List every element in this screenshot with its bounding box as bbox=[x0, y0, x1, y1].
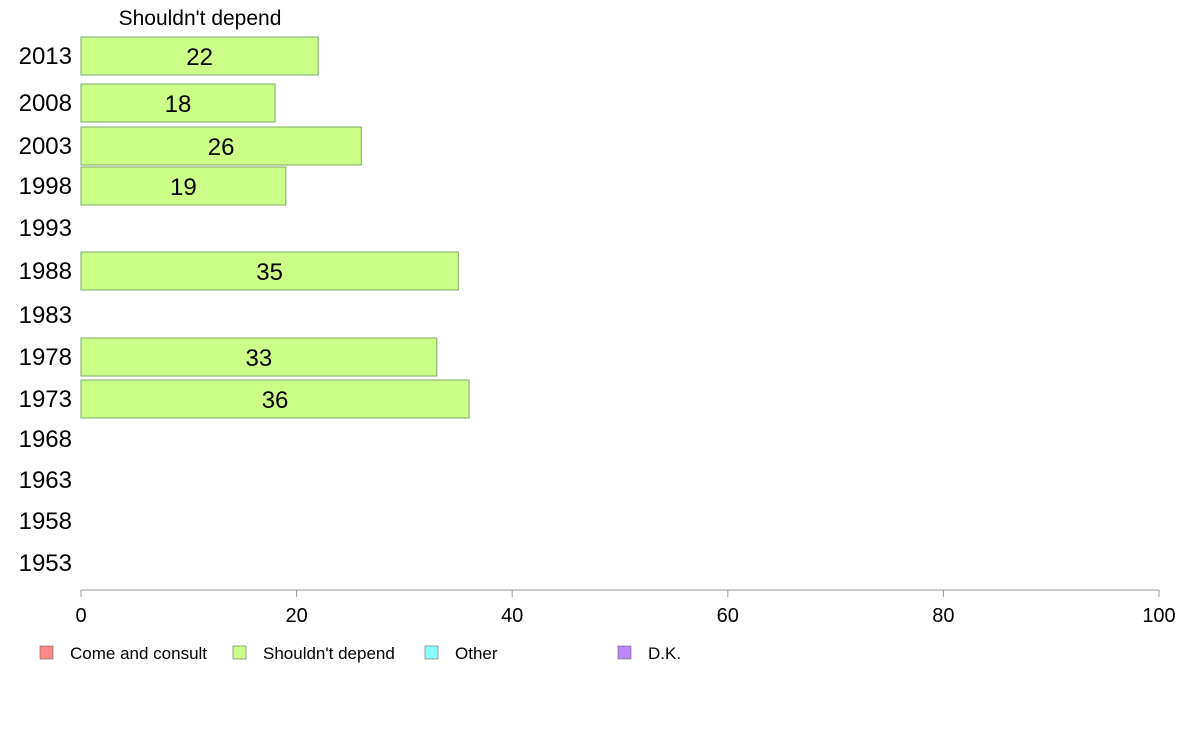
y-tick-label: 1973 bbox=[19, 386, 72, 413]
x-tick-label: 40 bbox=[501, 605, 523, 627]
bar bbox=[80, 166, 287, 206]
bar bbox=[80, 379, 470, 419]
x-axis: 0 20 40 60 80 100 bbox=[75, 589, 1176, 627]
bar-value-label: 36 bbox=[262, 387, 289, 414]
legend-swatch bbox=[232, 645, 247, 660]
y-tick-label: 2003 bbox=[19, 133, 72, 160]
bar bbox=[80, 251, 459, 291]
bar-value-label: 22 bbox=[186, 44, 213, 71]
y-tick-label: 1958 bbox=[19, 508, 72, 535]
bar bbox=[80, 83, 276, 123]
bar-value-label: 33 bbox=[246, 345, 273, 372]
y-tick-label: 2008 bbox=[19, 90, 72, 117]
y-tick-label: 1988 bbox=[19, 258, 72, 285]
y-tick-label: 1953 bbox=[19, 550, 72, 577]
bar-value-label: 26 bbox=[208, 134, 235, 161]
legend-swatch bbox=[39, 645, 54, 660]
bars-group: 22 18 26 19 35 33 36 bbox=[80, 36, 470, 419]
bar-value-label: 18 bbox=[165, 91, 192, 118]
legend-swatch bbox=[424, 645, 439, 660]
y-tick-label: 2013 bbox=[19, 43, 72, 70]
x-tick-label: 60 bbox=[717, 605, 739, 627]
y-axis-labels: 2013 2008 2003 1998 1993 1988 1983 1978 1973 1968… bbox=[19, 43, 72, 577]
y-tick-label: 1983 bbox=[19, 302, 72, 329]
legend-swatch bbox=[617, 645, 632, 660]
y-tick-label: 1993 bbox=[19, 215, 72, 242]
x-tick-label: 100 bbox=[1142, 605, 1175, 627]
bar-value-label: 19 bbox=[170, 174, 197, 201]
legend-label: Shouldn't depend bbox=[263, 644, 395, 663]
legend: Come and consult Shouldn't depend Other D.K… bbox=[39, 644, 681, 663]
legend-label: Come and consult bbox=[70, 644, 207, 663]
series-title: Shouldn't depend bbox=[119, 7, 282, 30]
y-tick-label: 1998 bbox=[19, 173, 72, 200]
x-tick-label: 0 bbox=[75, 605, 86, 627]
x-tick-label: 20 bbox=[285, 605, 307, 627]
legend-label: D.K. bbox=[648, 644, 681, 663]
legend-label: Other bbox=[455, 644, 498, 663]
y-tick-label: 1978 bbox=[19, 344, 72, 371]
y-tick-label: 1968 bbox=[19, 426, 72, 453]
bar bbox=[80, 126, 362, 166]
x-tick-label: 80 bbox=[932, 605, 954, 627]
bar bbox=[80, 337, 438, 377]
bar bbox=[80, 36, 319, 76]
bar-value-label: 35 bbox=[256, 259, 283, 286]
y-tick-label: 1963 bbox=[19, 467, 72, 494]
